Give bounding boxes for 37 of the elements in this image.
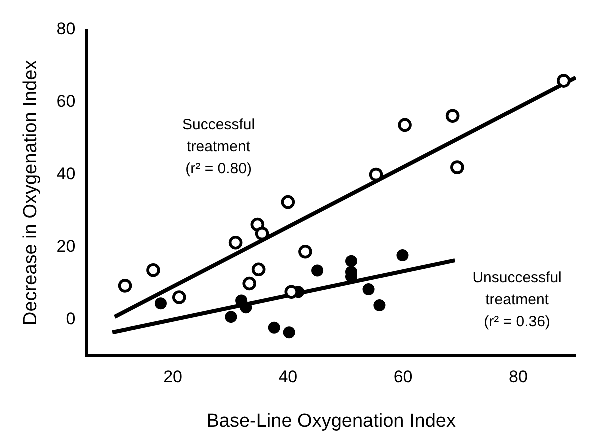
y-tick-label: 80 — [56, 20, 76, 39]
point — [225, 311, 238, 324]
point — [172, 290, 186, 304]
point — [242, 276, 257, 291]
point — [255, 226, 270, 241]
point — [154, 298, 167, 310]
point — [228, 236, 243, 250]
y-tick-label: 0 — [66, 309, 76, 328]
annotation: Unsuccessful treatment (r² = 0.36) — [472, 270, 562, 331]
x-tick-label: 80 — [508, 368, 528, 387]
point — [298, 245, 312, 259]
point — [312, 264, 324, 277]
point — [346, 255, 358, 268]
y-tick-label: 60 — [56, 92, 76, 112]
x-tick-label: 40 — [278, 368, 298, 387]
x-tick-label: 60 — [394, 368, 413, 387]
point — [450, 160, 464, 174]
point — [446, 109, 460, 124]
point — [146, 263, 160, 278]
point — [268, 322, 280, 334]
annotation: Successful treatment (r² = 0.80) — [182, 116, 256, 178]
point — [362, 284, 375, 296]
y-axis-title: Decrease in Oxygenation Index — [20, 60, 42, 326]
point — [398, 118, 412, 132]
point — [557, 74, 571, 88]
y-tick-label: 20 — [56, 236, 76, 256]
y-tick-label: 40 — [56, 164, 76, 184]
x-tick-label: 20 — [164, 368, 183, 387]
x-axis-title: Base-Line Oxygenation Index — [206, 410, 456, 432]
point — [252, 262, 266, 277]
point — [283, 326, 296, 339]
point — [118, 279, 132, 293]
point — [281, 195, 296, 210]
point — [369, 168, 384, 182]
point — [396, 250, 409, 262]
point — [374, 299, 386, 312]
point — [240, 302, 252, 314]
